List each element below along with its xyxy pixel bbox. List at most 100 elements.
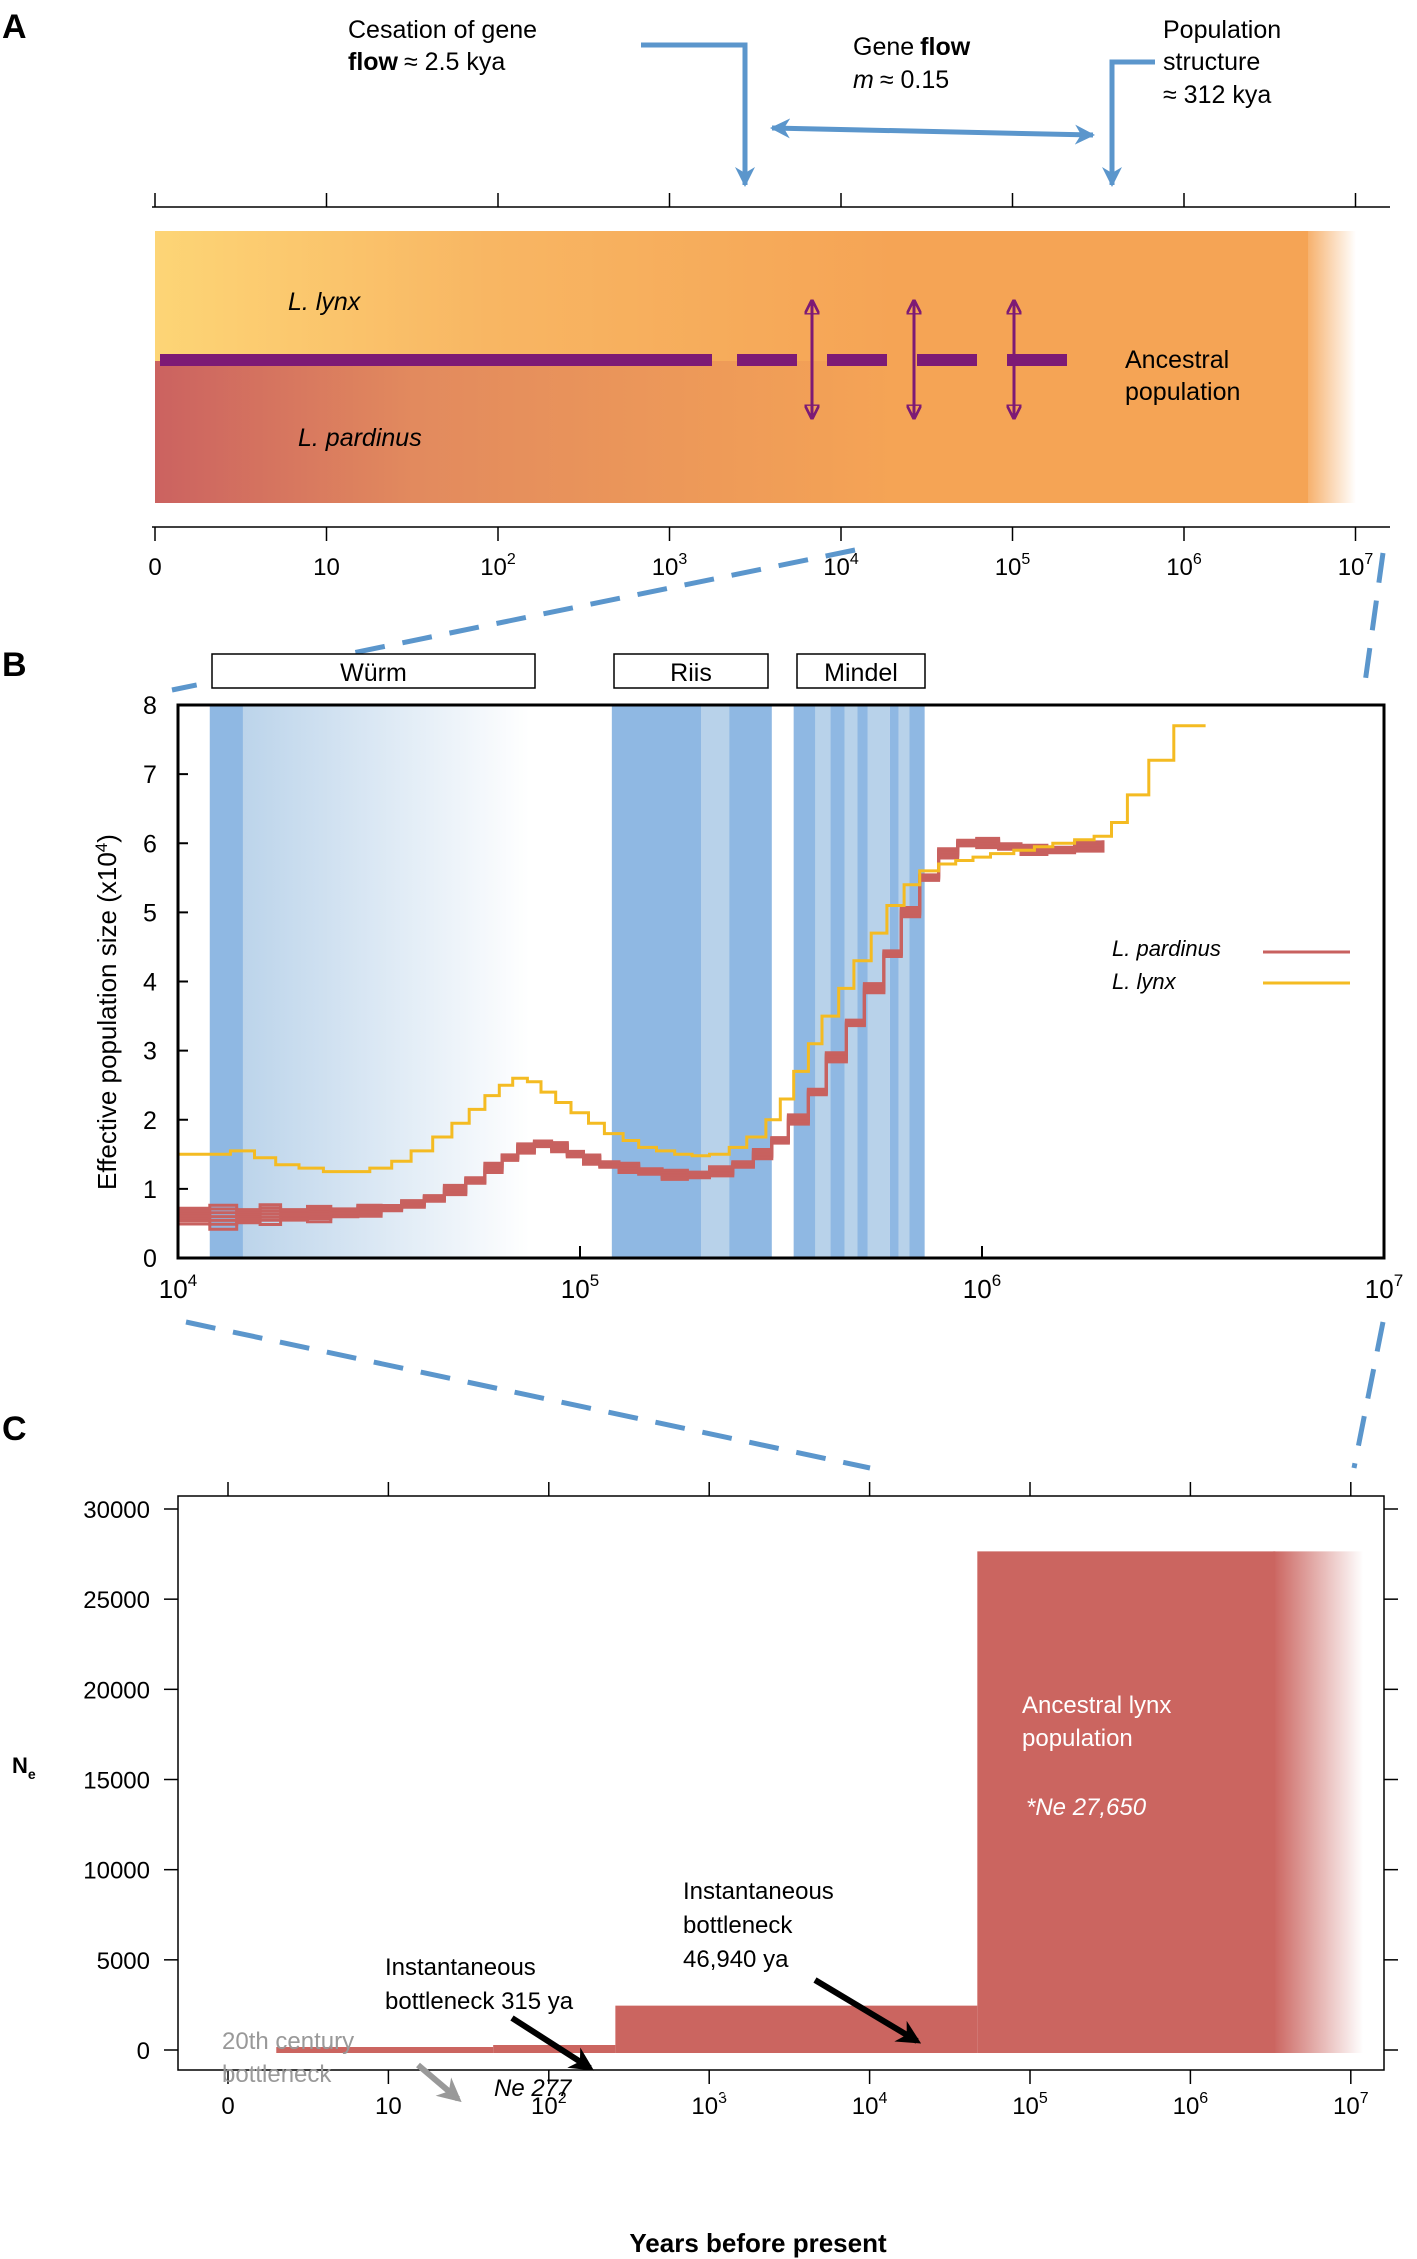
- c-ytick-label: 5000: [97, 1948, 150, 1975]
- c-xtick-label: 0: [221, 2093, 234, 2120]
- ancestral-band: [893, 231, 1308, 503]
- xtick-label: 104: [159, 1271, 197, 1304]
- panel-c-ylabel: Ne: [12, 1753, 36, 1782]
- structure-line1: Population: [1163, 16, 1281, 44]
- glacial-band-mindel-4: [857, 705, 868, 1258]
- glacial-band-mindel-5: [867, 705, 890, 1258]
- ne27650-label: *Ne 27,650: [1026, 1794, 1147, 1821]
- panel-a-tick-label: 107: [1338, 551, 1374, 581]
- panel-a-tick-label: 104: [823, 551, 859, 581]
- c20-line1: 20th century: [222, 2028, 354, 2055]
- glacial-box-0: [211, 653, 536, 689]
- ytick-label: 7: [143, 761, 157, 789]
- legend-label-pardinus: L. pardinus: [1112, 936, 1221, 961]
- panel-c-xlabel: Years before present: [629, 2228, 887, 2258]
- cessation-line1: Cesation of gene: [348, 16, 537, 44]
- c-xtick-label: 104: [852, 2090, 888, 2120]
- c-ytick-label: 25000: [83, 1587, 150, 1614]
- panel-b-ylabel: Effective population size (x104): [92, 834, 122, 1190]
- ne-block-3: [977, 1551, 1276, 2053]
- ne277-label: Ne 277: [494, 2075, 573, 2102]
- cessation-arrow: [641, 42, 755, 187]
- c-ytick-label: 30000: [83, 1497, 150, 1524]
- glacial-band-mindel-2: [830, 705, 845, 1258]
- c20-line2: bottleneck: [222, 2061, 332, 2088]
- glacial-band-mindel-1: [815, 705, 831, 1258]
- gene-flow-line2: m ≈ 0.15: [853, 66, 949, 94]
- panel-a-tick-label: 105: [995, 551, 1031, 581]
- ytick-label: 5: [143, 899, 157, 927]
- panel-b: B Würm Riis Mindel 0 1 2 3 4 5 6 7 8 104 105 106 107 E…: [2, 646, 1403, 1471]
- panel-a-tick-label: 10: [313, 554, 340, 581]
- panel-b-legend: L. pardinus L. lynx: [1112, 936, 1350, 994]
- xtick-label: 106: [963, 1271, 1001, 1304]
- b46940-line3: 46,940 ya: [683, 1946, 789, 1973]
- c-xtick-label: 105: [1012, 2090, 1048, 2120]
- ytick-label: 2: [143, 1107, 157, 1135]
- c20-arrow: [416, 2062, 462, 2103]
- legend-label-lynx: L. lynx: [1112, 969, 1177, 994]
- c-ytick-label: 0: [137, 2038, 150, 2065]
- label-ancestral-2: population: [1125, 378, 1240, 406]
- ytick-label: 4: [143, 969, 157, 997]
- panel-c-blocks: [276, 1551, 1364, 2053]
- glacial-label-0: Würm: [340, 659, 407, 687]
- panel-a-tick-label: 106: [1166, 551, 1202, 581]
- glacial-box-1: [613, 653, 769, 689]
- ytick-label: 3: [143, 1038, 157, 1066]
- ancestral-line1: Ancestral lynx: [1022, 1692, 1171, 1719]
- glacial-band-wurm: [209, 705, 530, 1258]
- c-ytick-label: 15000: [83, 1768, 150, 1795]
- c-xtick-label: 102: [531, 2090, 567, 2120]
- panel-a-top-ticks: [154, 193, 1357, 207]
- b315-line2: bottleneck 315 ya: [385, 1988, 574, 2015]
- ne-block-2: [615, 2005, 978, 2053]
- panel-a-tick-label: 102: [480, 551, 516, 581]
- ytick-label: 0: [143, 1245, 157, 1273]
- zoom-line-ab-right: [1361, 552, 1386, 691]
- c-ytick-label: 20000: [83, 1677, 150, 1704]
- structure-line2: structure: [1163, 48, 1260, 76]
- b315-arrow: [510, 2015, 595, 2071]
- c-xtick-label: 107: [1333, 2090, 1369, 2120]
- zoom-line-bc-right: [1351, 1321, 1386, 1469]
- lynx-band: [155, 231, 895, 361]
- ne2460-label: Ne 2,460: [714, 2075, 812, 2102]
- glacial-label-1: Riis: [670, 659, 712, 687]
- panel-a: A Cesation of gene flow ≈ 2.5 kya Gene flo…: [2, 8, 1390, 693]
- glacial-band-mindel-6: [889, 705, 899, 1258]
- panel-c-axes: 0 5000 10000 15000 20000 25000 30000 0 10 102 103 1…: [83, 1482, 1398, 2120]
- pardinus-band: [155, 361, 895, 503]
- ytick-label: 6: [143, 830, 157, 858]
- label-ancestral-1: Ancestral: [1125, 346, 1229, 374]
- gene-flow-line1: Gene flow: [853, 33, 971, 61]
- glacial-label-2: Mindel: [824, 659, 898, 687]
- ancestral-fade: [1300, 231, 1356, 503]
- panel-b-series: [178, 724, 1206, 1231]
- glacial-band-mindel-8: [909, 705, 925, 1258]
- panel-c-frame: [177, 1495, 1385, 2071]
- label-lynx: L. lynx: [288, 288, 362, 316]
- panel-a-bottom-ticks: [154, 527, 1357, 541]
- ne-block-fade: [1273, 1551, 1364, 2053]
- panel-b-letter: B: [2, 646, 27, 684]
- panel-a-letter: A: [2, 8, 27, 46]
- panel-a-tick-labels: 0 10 102 103 104 105 106 107: [148, 551, 1373, 581]
- xtick-label: 107: [1365, 1271, 1403, 1304]
- b46940-line2: bottleneck: [683, 1912, 793, 1939]
- ytick-label: 1: [143, 1176, 157, 1204]
- ne-block-0: [276, 2047, 494, 2053]
- zoom-line-bc-left: [185, 1319, 871, 1471]
- c-xtick-label: 10: [375, 2093, 402, 2120]
- glacial-band-riis-3: [729, 705, 772, 1258]
- c-xtick-label: 106: [1173, 2090, 1209, 2120]
- panel-b-axes: 0 1 2 3 4 5 6 7 8 104 105 106 107: [143, 692, 1403, 1304]
- ancestral-line2: population: [1022, 1725, 1133, 1752]
- c-xtick-label: 103: [691, 2090, 727, 2120]
- b315-line1: Instantaneous: [385, 1954, 536, 1981]
- panel-a-tick-label: 0: [148, 554, 161, 581]
- c-ytick-label: 10000: [83, 1858, 150, 1885]
- gene-flow-arrow: [770, 118, 1095, 145]
- panel-c: C 0 5000 10000 15000 20000 25000 30000 0 10 102 10…: [2, 1410, 1398, 2258]
